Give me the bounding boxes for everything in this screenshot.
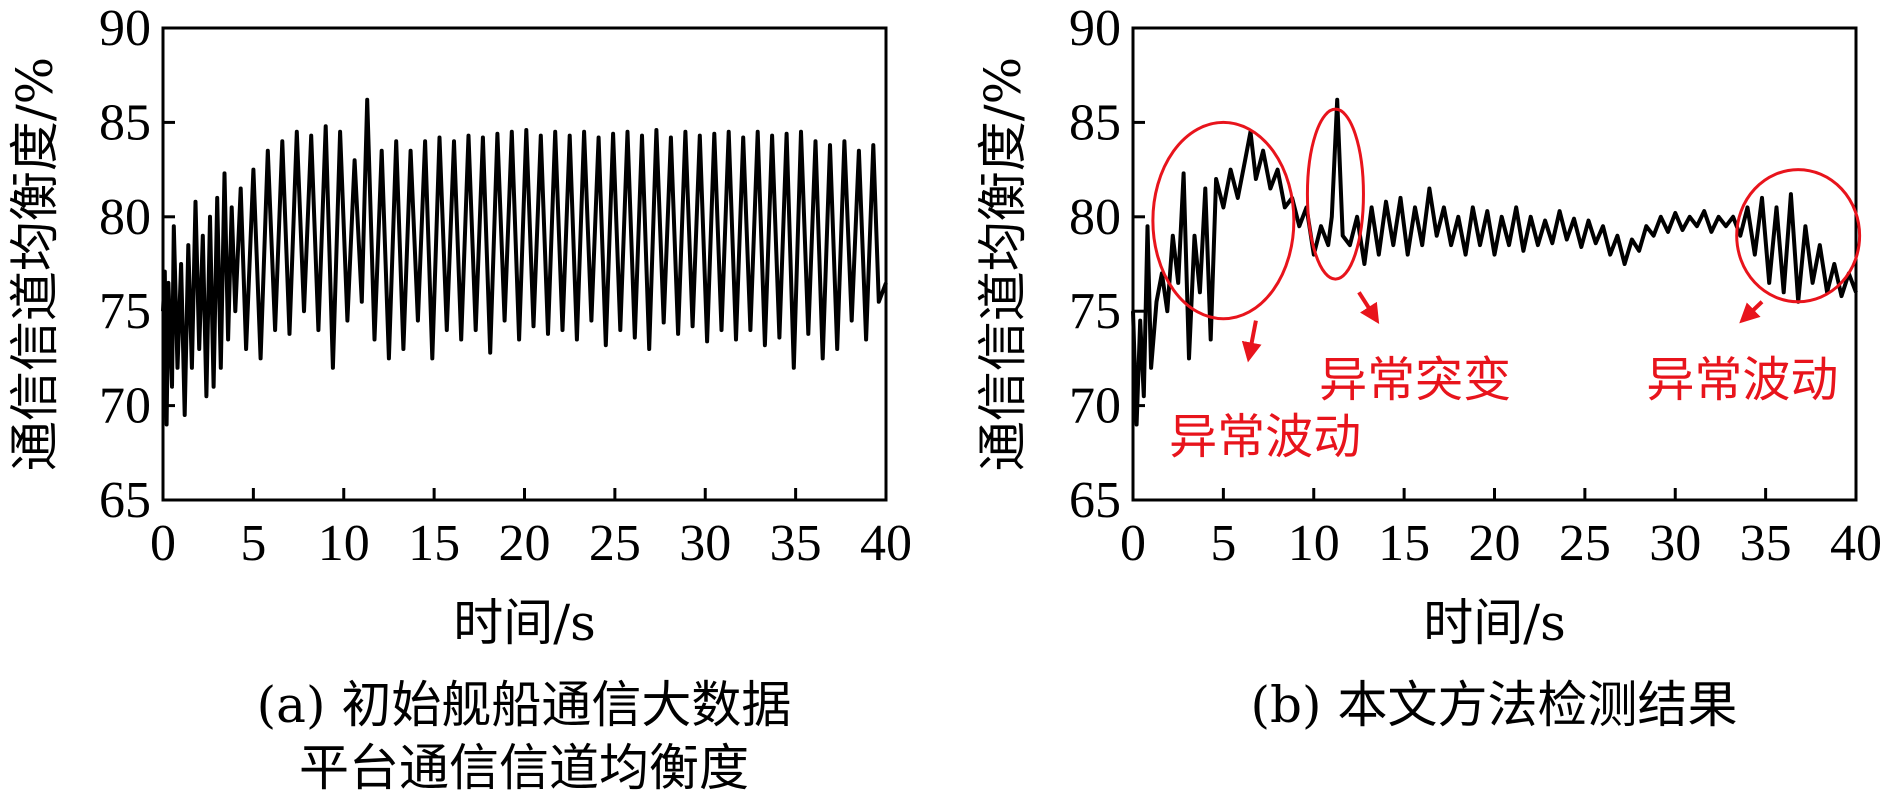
y-tick-label-b: 65	[1069, 472, 1121, 529]
x-tick-label-b: 10	[1288, 515, 1340, 572]
y-tick-label-b: 70	[1069, 378, 1121, 435]
y-tick-label-a: 70	[99, 378, 151, 435]
y-tick-label-a: 65	[99, 472, 151, 529]
y-tick-label-b: 75	[1069, 283, 1121, 340]
anomaly-arrow-2	[1357, 291, 1380, 325]
y-axis-label-a: 通信信道均衡度/%	[6, 57, 64, 471]
y-tick-label-a: 75	[99, 283, 151, 340]
anomaly-label-1: 异常波动	[1169, 409, 1361, 465]
y-tick-label-a: 80	[99, 189, 151, 246]
x-tick-label-a: 0	[150, 515, 176, 572]
x-tick-label-a: 5	[240, 515, 266, 572]
x-tick-label-a: 20	[499, 515, 551, 572]
x-tick-label-a: 25	[589, 515, 641, 572]
x-tick-label-b: 5	[1210, 515, 1236, 572]
y-tick-label-a: 90	[99, 0, 151, 57]
y-tick-label-a: 85	[99, 94, 151, 151]
x-tick-label-b: 35	[1740, 515, 1792, 572]
anomaly-label-2: 异常突变	[1319, 352, 1511, 408]
x-tick-label-b: 20	[1469, 515, 1521, 572]
anomaly-arrow-1	[1241, 320, 1262, 363]
anomaly-arrow-3	[1739, 300, 1764, 324]
x-tick-label-b: 0	[1120, 515, 1146, 572]
y-tick-label-b: 90	[1069, 0, 1121, 57]
x-axis-label-a: 时间/s	[453, 594, 596, 652]
caption-a-line-2: 平台通信信道均衡度	[299, 739, 749, 797]
anomaly-ellipse-2	[1305, 107, 1365, 281]
y-tick-label-b: 80	[1069, 189, 1121, 246]
x-tick-label-b: 15	[1378, 515, 1430, 572]
x-tick-label-a: 35	[770, 515, 822, 572]
chart-a: 0 5 10 15 20 25 30 35 40 65 70 75 80 85 90 时间/s 通信信道均衡度/…	[6, 0, 912, 797]
x-axis-label-b: 时间/s	[1423, 594, 1566, 652]
x-tick-label-b: 30	[1649, 515, 1701, 572]
x-tick-label-b: 25	[1559, 515, 1611, 572]
anomaly-ellipse-3	[1735, 168, 1862, 304]
series-line-b	[1131, 97, 1858, 427]
x-tick-label-a: 15	[408, 515, 460, 572]
anomaly-ellipse-1	[1151, 120, 1296, 321]
chart-b: 0 5 10 15 20 25 30 35 40 65 70 75 80 85 90 时间/s 通信信道均衡度/…	[974, 0, 1882, 734]
caption-b-line-1: (b) 本文方法检测结果	[1251, 676, 1738, 734]
x-tick-label-a: 30	[679, 515, 731, 572]
x-tick-label-a: 40	[860, 515, 912, 572]
y-tick-label-b: 85	[1069, 94, 1121, 151]
anomaly-label-3: 异常波动	[1646, 352, 1838, 408]
x-tick-label-b: 40	[1830, 515, 1882, 572]
series-line-a	[161, 97, 888, 427]
caption-a-line-1: (a) 初始舰船通信大数据	[257, 676, 792, 734]
x-tick-label-a: 10	[318, 515, 370, 572]
y-axis-label-b: 通信信道均衡度/%	[974, 57, 1032, 471]
